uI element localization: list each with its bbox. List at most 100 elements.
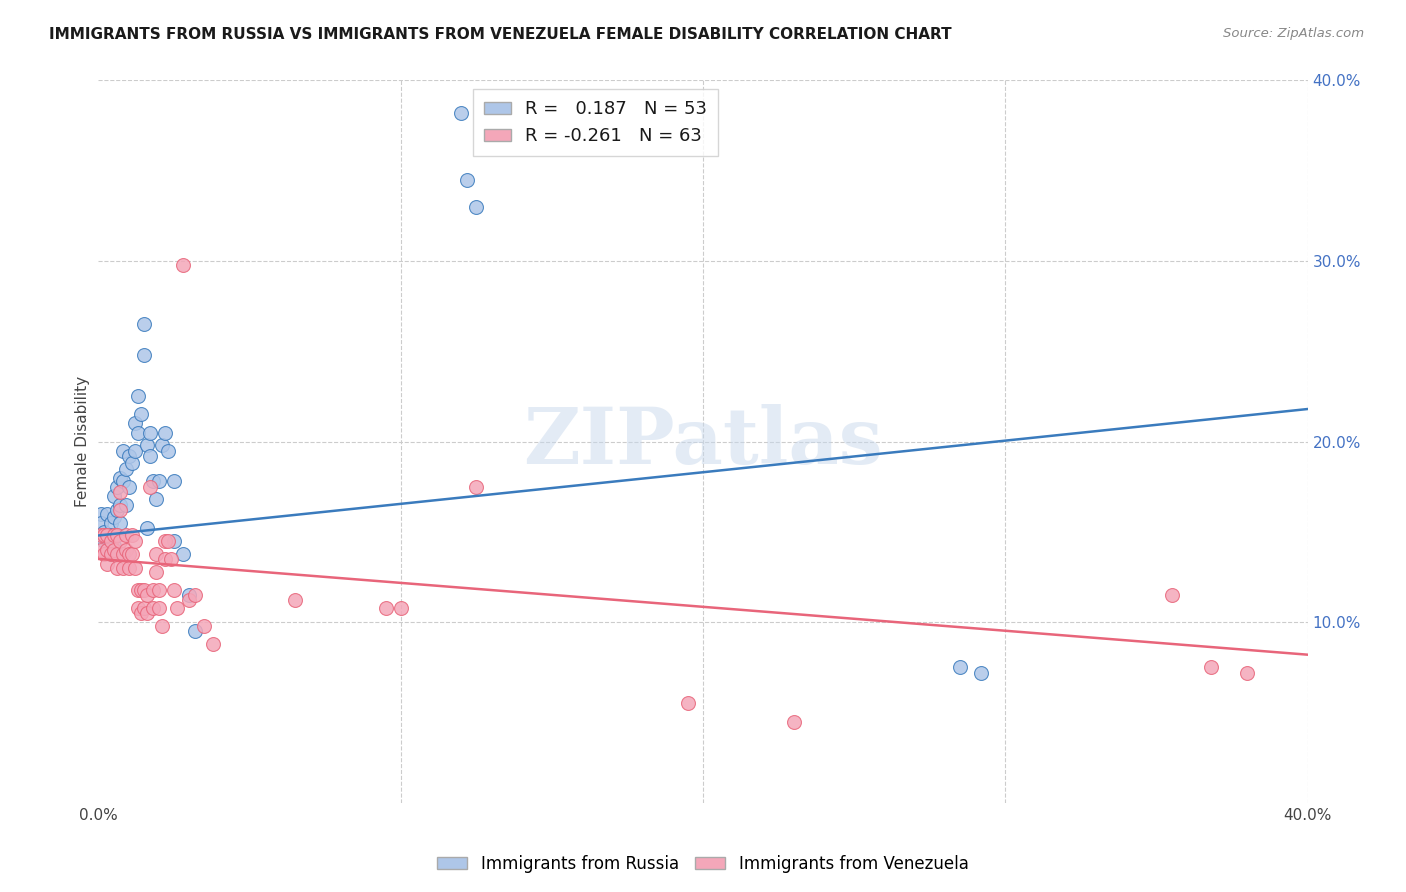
Point [465,480,488,494]
Point [100,547,122,561]
Point [127,425,149,440]
Y-axis label: Female Disability: Female Disability [75,376,90,508]
Point [100,516,122,530]
Point [184,588,207,602]
Point [96,542,118,557]
Point [132,582,155,597]
Point [124,443,146,458]
Point [111,547,134,561]
Point [93,528,115,542]
Point [129,606,152,620]
Point [108,498,131,512]
Point [103,510,125,524]
Point [142,475,165,489]
Point [193,619,215,633]
Point [783,714,806,729]
Point [96,528,118,542]
Point [124,417,146,431]
Point [150,438,173,452]
Point [132,600,155,615]
Point [121,547,143,561]
Point [374,600,396,615]
Point [105,528,128,542]
Point [150,619,173,633]
Point [184,624,207,639]
Point [153,533,176,548]
Point [153,425,176,440]
Point [90,507,112,521]
Text: Source: ZipAtlas.com: Source: ZipAtlas.com [1223,27,1364,40]
Point [142,600,165,615]
Point [103,542,125,557]
Point [145,547,167,561]
Point [108,485,131,500]
Point [118,547,141,561]
Point [100,533,122,548]
Point [105,547,128,561]
Point [160,552,183,566]
Point [202,637,225,651]
Point [135,606,157,620]
Point [132,348,155,362]
Point [105,503,128,517]
Point [96,542,118,557]
Point [93,547,115,561]
Point [135,588,157,602]
Point [105,480,128,494]
Point [179,588,201,602]
Point [114,498,136,512]
Point [456,172,478,186]
Text: ZIPatlas: ZIPatlas [523,403,883,480]
Point [90,542,112,557]
Point [163,475,186,489]
Point [108,471,131,485]
Point [949,660,972,674]
Point [142,582,165,597]
Text: IMMIGRANTS FROM RUSSIA VS IMMIGRANTS FROM VENEZUELA FEMALE DISABILITY CORRELATIO: IMMIGRANTS FROM RUSSIA VS IMMIGRANTS FRO… [49,27,952,42]
Point [284,593,307,607]
Point [148,475,170,489]
Point [103,539,125,553]
Point [139,480,162,494]
Point [172,258,194,272]
Point [145,565,167,579]
Legend: Immigrants from Russia, Immigrants from Venezuela: Immigrants from Russia, Immigrants from … [430,848,976,880]
Point [96,528,118,542]
Point [1236,665,1258,680]
Point [148,600,170,615]
Point [100,547,122,561]
Point [139,449,162,463]
Point [465,200,488,214]
Point [153,552,176,566]
Point [114,528,136,542]
Point [96,558,118,572]
Point [145,492,167,507]
Point [127,582,149,597]
Point [124,561,146,575]
Point [129,582,152,597]
Point [108,533,131,548]
Point [450,105,472,120]
Point [676,697,699,711]
Point [389,600,412,615]
Point [118,561,141,575]
Point [105,528,128,542]
Point [127,389,149,403]
Point [129,408,152,422]
Point [132,317,155,331]
Point [100,528,122,542]
Point [111,443,134,458]
Point [127,600,149,615]
Point [163,582,186,597]
Point [90,516,112,530]
Point [114,461,136,475]
Point [111,475,134,489]
Point [163,533,186,548]
Point [93,533,115,548]
Point [111,561,134,575]
Point [1160,588,1182,602]
Point [121,528,143,542]
Point [156,443,179,458]
Point [166,600,188,615]
Point [103,489,125,503]
